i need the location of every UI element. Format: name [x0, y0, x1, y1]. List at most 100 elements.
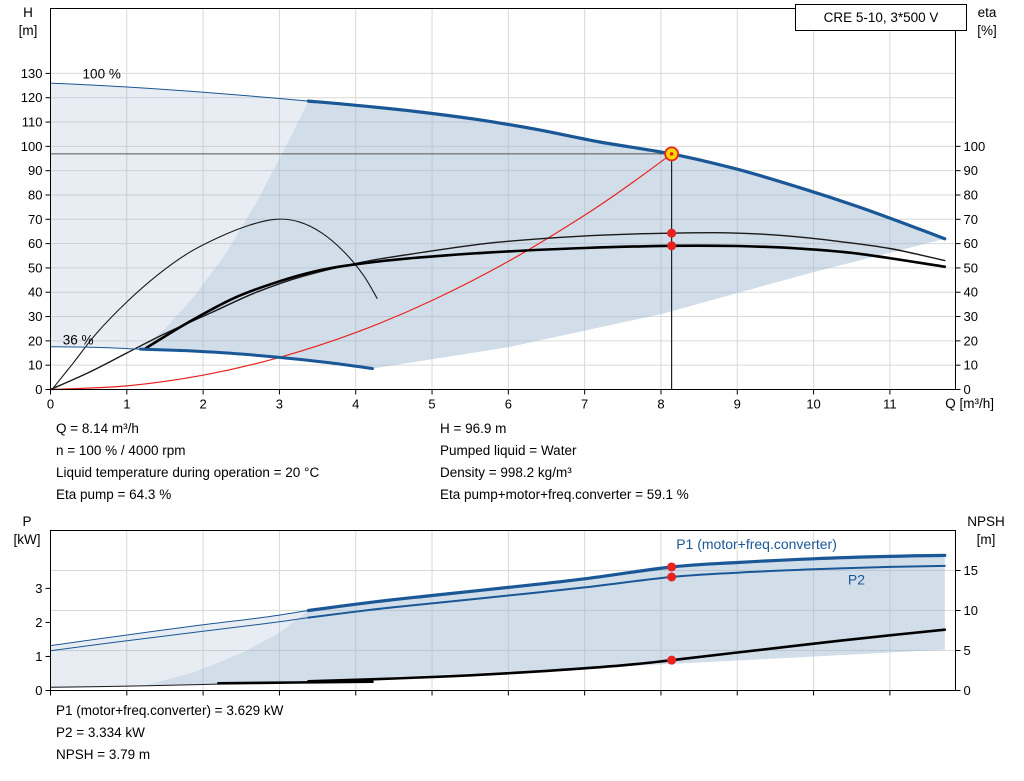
axis-ticks: 0102030405060708090100110120130010203040…	[21, 66, 985, 412]
y-left-tick-label: 10	[28, 358, 42, 373]
npsh-axis-label: NPSH [m]	[954, 513, 1018, 549]
h-axis-label: H [m]	[8, 4, 48, 40]
pump-curve-100	[306, 99, 947, 241]
y-left-tick-label: 120	[21, 90, 43, 105]
y-right-tick-label: 0	[964, 382, 971, 397]
eta-axis-symbol: eta	[977, 5, 997, 20]
p2-point	[667, 572, 677, 582]
duty-info-right: H = 96.9 m Pumped liquid = Water Density…	[440, 418, 689, 506]
y-left-tick-label: 60	[28, 236, 42, 251]
y-left-tick-label: 70	[28, 212, 42, 227]
plot-frame	[50, 8, 956, 390]
p1-curve-ext	[50, 610, 309, 647]
npsh-axis-symbol: NPSH	[967, 514, 1005, 529]
p1-curve	[306, 553, 947, 613]
y-right-tick-label: 50	[964, 260, 978, 275]
envelope-pale	[50, 83, 309, 350]
power-envelope-main	[142, 555, 945, 687]
info-line-npsh: NPSH = 3.79 m	[56, 747, 151, 762]
h-axis-symbol: H	[23, 5, 33, 20]
npsh-curve	[307, 628, 947, 683]
y-left-tick-label: 110	[22, 115, 43, 130]
y-right-tick-label: 80	[964, 187, 978, 202]
info-line-p1: P1 (motor+freq.converter) = 3.629 kW	[56, 703, 284, 718]
x-tick-label: 10	[806, 397, 820, 412]
info-line-liquid: Pumped liquid = Water	[440, 443, 577, 458]
x-tick-label: 1	[123, 397, 130, 412]
info-line-eta-total: Eta pump+motor+freq.converter = 59.1 %	[440, 487, 689, 502]
eta-arc-reduced-speed	[51, 218, 378, 391]
power-info: P1 (motor+freq.converter) = 3.629 kW P2 …	[56, 700, 283, 766]
y-left-tick-label: 0	[35, 382, 42, 397]
y-left-tick-label: 2	[35, 615, 42, 630]
y-left-tick-label: 50	[28, 260, 42, 275]
y-left-tick-label: 30	[28, 309, 42, 324]
y-right-tick-label: 15	[964, 563, 978, 578]
y-left-tick-label: 100	[21, 139, 43, 154]
y-left-tick-label: 80	[28, 187, 42, 202]
axis-ticks: 0 1 2 3 0 5 10 15	[35, 563, 978, 698]
min-speed-curve	[139, 347, 374, 371]
x-tick-label: 3	[276, 397, 283, 412]
pump-curve-100-ext	[50, 82, 309, 102]
info-line-speed: n = 100 % / 4000 rpm	[56, 443, 186, 458]
y-right-tick-label: 10	[964, 358, 978, 373]
y-left-tick-label: 3	[35, 581, 42, 596]
info-line-temperature: Liquid temperature during operation = 20…	[56, 465, 320, 480]
x-tick-label: 11	[883, 397, 897, 412]
p-axis-unit: [kW]	[13, 532, 41, 547]
y-right-tick-label: 70	[964, 212, 978, 227]
y-right-tick-label: 60	[964, 236, 978, 251]
p-axis-label: P [kW]	[4, 513, 50, 549]
speed-100-label: 100 %	[83, 66, 121, 81]
duty-point[interactable]	[664, 146, 680, 162]
y-right-tick-label: 30	[964, 309, 978, 324]
eta-axis-unit: [%]	[977, 23, 997, 38]
q-axis-label: Q [m³/h]	[945, 396, 994, 411]
eta-total-point	[667, 241, 677, 251]
duty-info-left: Q = 8.14 m³/h n = 100 % / 4000 rpm Liqui…	[56, 418, 319, 506]
p1-point	[667, 562, 677, 572]
power-envelope-pale	[50, 610, 309, 689]
y-left-tick-label: 90	[28, 163, 42, 178]
system-curve	[49, 153, 673, 391]
h-axis-unit: [m]	[18, 23, 38, 38]
x-tick-label: 9	[734, 397, 741, 412]
y-right-tick-label: 100	[964, 139, 986, 154]
eta-axis-label: eta [%]	[963, 4, 1011, 40]
speed-36-label: 36 %	[63, 333, 94, 348]
info-line-p2: P2 = 3.334 kW	[56, 725, 145, 740]
y-right-tick-label: 0	[964, 683, 971, 698]
p1-label: P1 (motor+freq.converter)	[676, 536, 837, 552]
p2-curve	[307, 564, 946, 619]
x-tick-label: 8	[657, 397, 664, 412]
x-tick-label: 6	[505, 397, 512, 412]
x-tick-label: 5	[428, 397, 435, 412]
y-left-tick-label: 20	[28, 333, 42, 348]
p2-curve-ext	[50, 617, 309, 652]
y-right-tick-label: 40	[964, 285, 978, 300]
x-tick-label: 2	[199, 397, 206, 412]
p-axis-symbol: P	[22, 514, 32, 529]
x-tick-label: 7	[581, 397, 588, 412]
npsh-min-speed	[217, 680, 374, 685]
info-line-h: H = 96.9 m	[440, 421, 507, 436]
p2-label: P2	[848, 571, 865, 587]
y-left-tick-label: 40	[28, 285, 42, 300]
y-right-tick-label: 5	[964, 643, 971, 658]
head-efficiency-chart: 0102030405060708090100110120130010203040…	[21, 8, 985, 412]
eta-total-curve	[144, 244, 947, 350]
y-left-tick-label: 130	[21, 66, 43, 81]
npsh-axis-unit: [m]	[976, 532, 996, 547]
npsh-point	[667, 655, 677, 665]
y-right-tick-label: 20	[964, 333, 978, 348]
y-right-tick-label: 90	[964, 163, 978, 178]
y-left-tick-label: 0	[35, 683, 42, 698]
pump-model-box: CRE 5-10, 3*500 V	[795, 4, 967, 31]
eta-pump-point	[667, 228, 677, 238]
y-left-tick-label: 1	[35, 649, 42, 664]
envelope-main	[140, 101, 945, 369]
y-right-tick-label: 10	[964, 603, 978, 618]
